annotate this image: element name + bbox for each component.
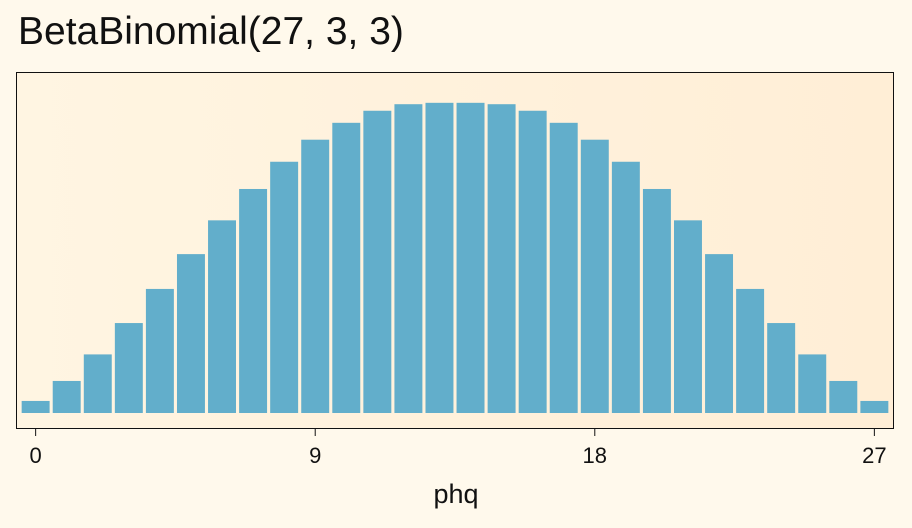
x-axis: 0 9 18 27 [30,428,887,468]
bar-21 [674,220,702,413]
x-tick-label-27: 27 [862,443,886,468]
bars-group [21,102,889,413]
bar-0 [21,400,50,413]
bar-22 [705,254,734,413]
bar-3 [114,323,143,413]
x-tick-label-0: 0 [30,443,42,468]
x-tick-label-9: 9 [309,443,321,468]
chart-title: BetaBinomial(27, 3, 3) [18,10,404,53]
bar-10 [332,122,361,413]
bar-8 [270,161,299,413]
bar-14 [456,102,485,413]
bar-27 [860,400,889,413]
x-tick-label-18: 18 [583,443,607,468]
x-axis-label: phq [433,479,478,509]
bar-11 [363,110,392,413]
bar-24 [767,323,796,413]
bar-16 [518,110,547,413]
bar-20 [642,188,671,413]
bar-7 [239,188,268,413]
bar-18 [580,139,609,413]
bar-2 [83,354,112,413]
bar-13 [425,102,454,413]
bar-12 [394,104,423,413]
bar-9 [301,139,330,413]
bar-6 [208,220,236,413]
bar-1 [52,380,81,413]
bar-5 [176,254,205,413]
bar-4 [145,288,174,413]
bar-23 [736,288,765,413]
bar-15 [487,104,516,413]
bar-17 [549,122,578,413]
bar-19 [611,161,640,413]
bar-26 [829,380,858,413]
bar-25 [798,354,827,413]
